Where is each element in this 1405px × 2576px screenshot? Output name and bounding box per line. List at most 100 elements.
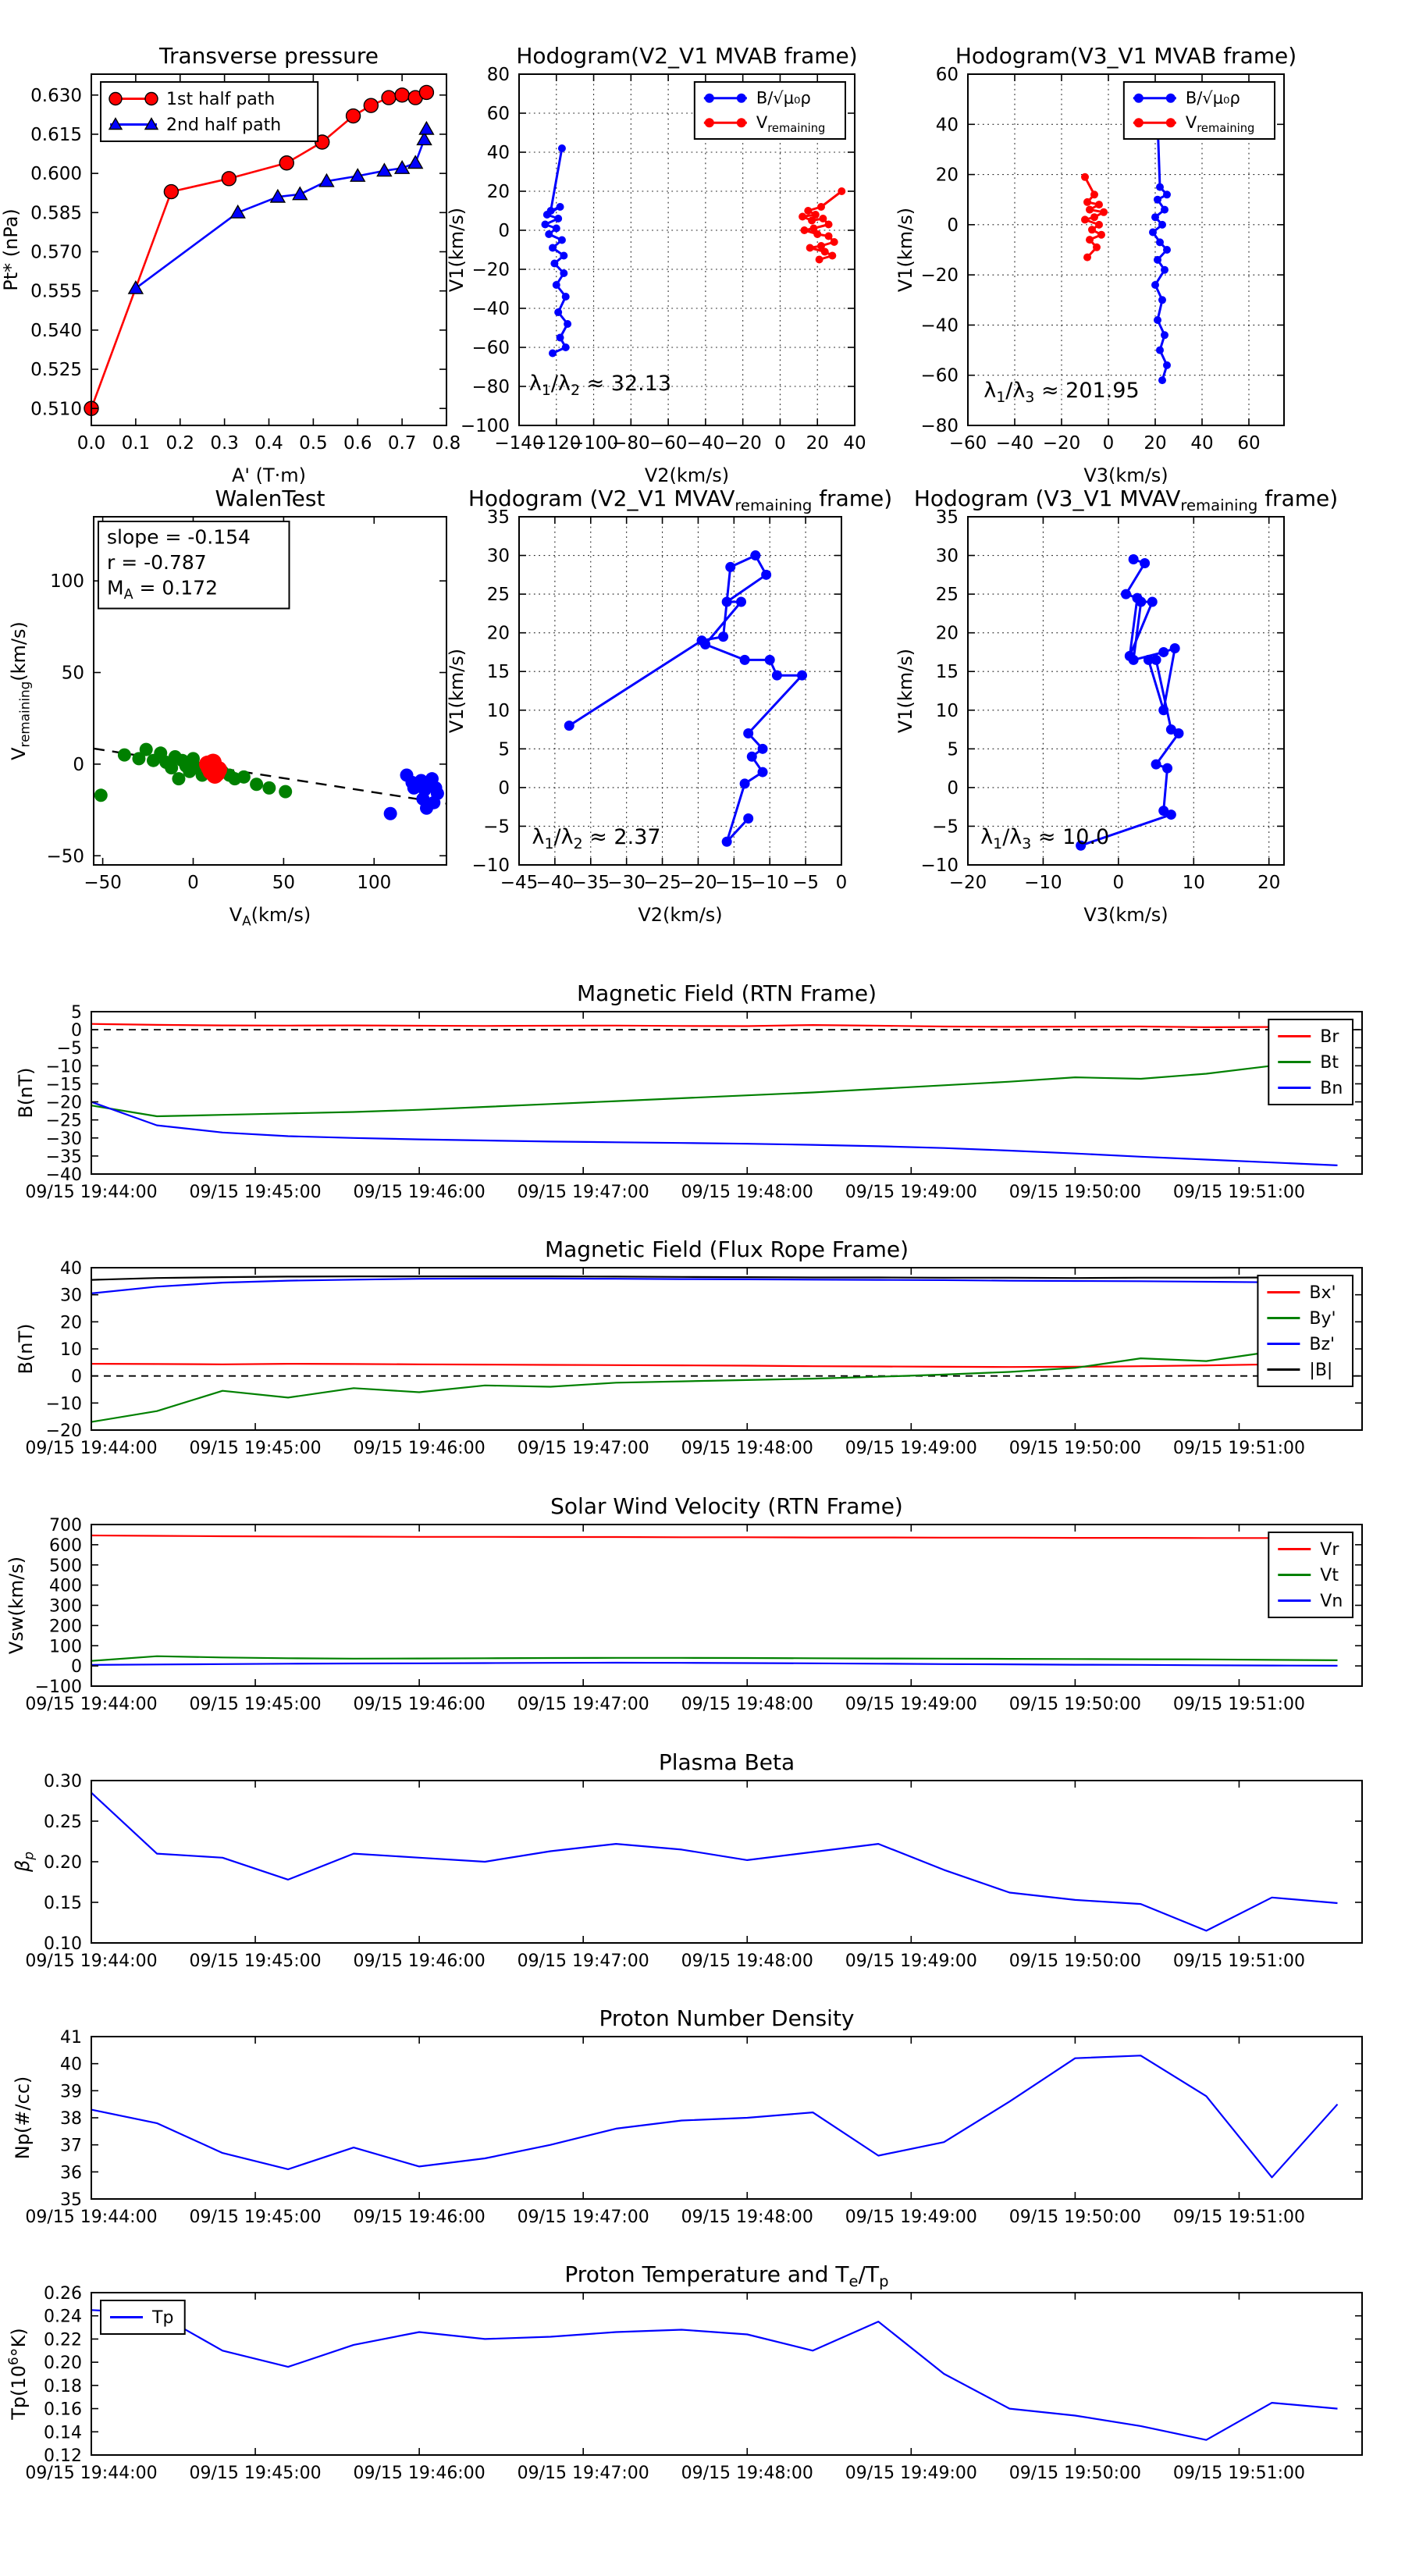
svg-text:VA(km/s): VA(km/s) xyxy=(229,904,311,928)
svg-text:0.585: 0.585 xyxy=(30,203,82,223)
svg-text:V1(km/s): V1(km/s) xyxy=(895,208,916,292)
svg-text:−20: −20 xyxy=(724,433,762,454)
chart-p5: −45−40−35−30−25−20−15−10 −5 0−10−505101520… xyxy=(446,486,892,926)
svg-text:09/15 19:45:00: 09/15 19:45:00 xyxy=(189,1183,321,1202)
svg-text:Plasma Beta: Plasma Beta xyxy=(659,1749,795,1775)
svg-text:50: 50 xyxy=(62,664,84,684)
svg-text:09/15 19:47:00: 09/15 19:47:00 xyxy=(518,1439,649,1458)
svg-text:09/15 19:46:00: 09/15 19:46:00 xyxy=(354,1952,486,1971)
svg-text:1st half path: 1st half path xyxy=(166,90,275,109)
svg-text:0.26: 0.26 xyxy=(44,2284,82,2304)
svg-text:15: 15 xyxy=(936,662,959,682)
svg-text:600: 600 xyxy=(49,1536,82,1556)
svg-text:−20: −20 xyxy=(471,260,510,280)
chart-p10: 09/15 19:44:00 09/15 19:45:00 09/15 19:46:… xyxy=(12,1749,1363,1971)
svg-text:−40: −40 xyxy=(471,299,510,319)
svg-text:−20: −20 xyxy=(46,1094,82,1113)
svg-text:−50: −50 xyxy=(46,846,84,866)
svg-text:Vremaining: Vremaining xyxy=(756,113,826,135)
svg-text:400: 400 xyxy=(49,1577,82,1596)
svg-text:WalenTest: WalenTest xyxy=(215,486,325,511)
svg-text:−10: −10 xyxy=(751,873,789,893)
svg-text:0: 0 xyxy=(836,873,848,893)
svg-text:−10: −10 xyxy=(920,856,959,876)
svg-text:−120: −120 xyxy=(532,433,581,454)
svg-text:09/15 19:50:00: 09/15 19:50:00 xyxy=(1009,1439,1141,1458)
svg-text:200: 200 xyxy=(49,1617,82,1636)
svg-text:Bn: Bn xyxy=(1320,1079,1343,1098)
svg-text:0.15: 0.15 xyxy=(44,1894,82,1913)
svg-text:0.10: 0.10 xyxy=(44,1934,82,1954)
svg-text:−100: −100 xyxy=(569,433,618,454)
svg-text:09/15 19:44:00: 09/15 19:44:00 xyxy=(25,1439,157,1458)
svg-text:−20: −20 xyxy=(949,873,987,893)
svg-text:−80: −80 xyxy=(920,416,959,436)
svg-text:V2(km/s): V2(km/s) xyxy=(645,464,729,486)
svg-text:Magnetic Field (Flux Rope Fram: Magnetic Field (Flux Rope Frame) xyxy=(545,1236,909,1262)
svg-text:−40: −40 xyxy=(687,433,725,454)
svg-text:0.2: 0.2 xyxy=(165,433,194,454)
svg-text:0.3: 0.3 xyxy=(210,433,239,454)
svg-text:−5: −5 xyxy=(792,873,819,893)
svg-text:20: 20 xyxy=(1257,873,1280,893)
svg-text:−40: −40 xyxy=(996,433,1034,454)
svg-text:By': By' xyxy=(1309,1309,1336,1329)
svg-text:−5: −5 xyxy=(483,817,510,837)
svg-text:5: 5 xyxy=(498,739,510,760)
svg-text:09/15 19:45:00: 09/15 19:45:00 xyxy=(189,2208,321,2227)
svg-text:−45: −45 xyxy=(500,873,539,893)
svg-text:−10: −10 xyxy=(1024,873,1062,893)
svg-text:0: 0 xyxy=(1103,433,1115,454)
svg-text:0.525: 0.525 xyxy=(30,360,82,380)
svg-text:0.22: 0.22 xyxy=(44,2330,82,2350)
chart-p11: 09/15 19:44:00 09/15 19:45:00 09/15 19:46:… xyxy=(12,2005,1363,2227)
svg-text:0: 0 xyxy=(774,433,786,454)
svg-text:Pt* (nPa): Pt* (nPa) xyxy=(0,208,22,291)
svg-text:−30: −30 xyxy=(46,1130,82,1149)
svg-text:−10: −10 xyxy=(46,1057,82,1076)
svg-text:Solar Wind Velocity (RTN Frame: Solar Wind Velocity (RTN Frame) xyxy=(550,1493,903,1519)
svg-text:2nd half path: 2nd half path xyxy=(166,116,281,135)
svg-text:20: 20 xyxy=(936,624,959,644)
svg-text:09/15 19:50:00: 09/15 19:50:00 xyxy=(1009,1183,1141,1202)
svg-text:0.16: 0.16 xyxy=(44,2400,82,2420)
svg-text:09/15 19:51:00: 09/15 19:51:00 xyxy=(1173,1695,1305,1714)
svg-text:100: 100 xyxy=(357,873,391,893)
svg-text:09/15 19:51:00: 09/15 19:51:00 xyxy=(1173,1952,1305,1971)
svg-text:100: 100 xyxy=(50,571,84,592)
svg-text:0.615: 0.615 xyxy=(30,125,82,145)
svg-text:−5: −5 xyxy=(932,817,959,837)
svg-text:60: 60 xyxy=(936,65,959,85)
svg-text:09/15 19:46:00: 09/15 19:46:00 xyxy=(354,2464,486,2483)
svg-text:09/15 19:44:00: 09/15 19:44:00 xyxy=(25,2208,157,2227)
svg-text:B/√μ₀ρ: B/√μ₀ρ xyxy=(1186,89,1240,108)
svg-text:39: 39 xyxy=(60,2082,82,2101)
svg-text:−10: −10 xyxy=(46,1394,82,1414)
svg-text:0.20: 0.20 xyxy=(44,2354,82,2373)
svg-text:−35: −35 xyxy=(572,873,610,893)
svg-text:−20: −20 xyxy=(46,1421,82,1441)
svg-text:Bt: Bt xyxy=(1320,1053,1339,1073)
svg-text:09/15 19:50:00: 09/15 19:50:00 xyxy=(1009,1695,1141,1714)
svg-text:09/15 19:49:00: 09/15 19:49:00 xyxy=(845,1439,977,1458)
svg-text:0.630: 0.630 xyxy=(30,86,82,106)
svg-text:Bx': Bx' xyxy=(1309,1283,1336,1303)
svg-text:−100: −100 xyxy=(461,416,510,436)
svg-text:09/15 19:51:00: 09/15 19:51:00 xyxy=(1173,2464,1305,2483)
svg-text:−80: −80 xyxy=(471,377,510,397)
svg-text:09/15 19:48:00: 09/15 19:48:00 xyxy=(681,1439,813,1458)
svg-text:09/15 19:49:00: 09/15 19:49:00 xyxy=(845,2464,977,2483)
svg-text:09/15 19:49:00: 09/15 19:49:00 xyxy=(845,2208,977,2227)
svg-text:−60: −60 xyxy=(920,366,959,386)
svg-text:−80: −80 xyxy=(612,433,650,454)
svg-text:r = -0.787: r = -0.787 xyxy=(107,551,207,574)
svg-text:V1(km/s): V1(km/s) xyxy=(895,649,916,733)
svg-text:10: 10 xyxy=(487,701,510,721)
svg-text:0.8: 0.8 xyxy=(432,433,461,454)
svg-text:−5: −5 xyxy=(57,1039,82,1059)
svg-text:V3(km/s): V3(km/s) xyxy=(1083,464,1168,486)
chart-p8: 09/15 19:44:00 09/15 19:45:00 09/15 19:46:… xyxy=(15,1236,1363,1458)
